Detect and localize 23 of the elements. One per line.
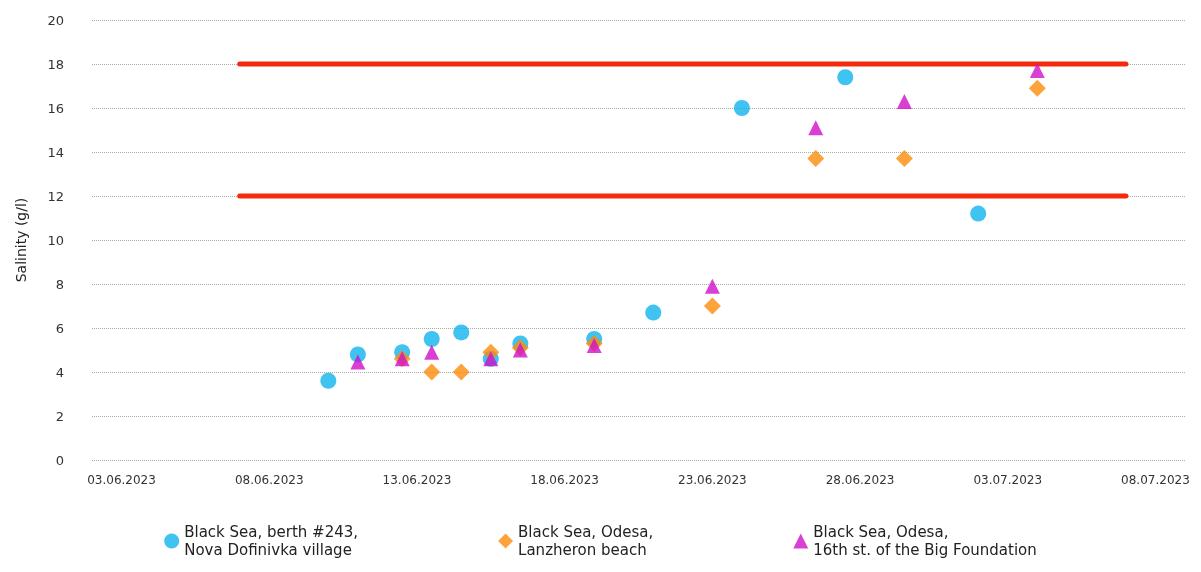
x-tick-label: 03.07.2023: [973, 473, 1043, 487]
x-tick-label: 08.06.2023: [234, 473, 304, 487]
y-tick-label: 4: [55, 364, 64, 380]
y-tick-label: 16: [47, 100, 64, 116]
legend-label: Black Sea, berth #243, Nova Dofinivka village: [184, 523, 359, 559]
x-tick-label: 03.06.2023: [87, 473, 156, 487]
x-tick-label: 08.07.2023: [1121, 473, 1190, 487]
x-tick-label: 18.06.2023: [530, 473, 600, 487]
y-tick-label: 12: [47, 188, 64, 204]
y-tick-label: 20: [47, 12, 64, 28]
x-tick-label: 13.06.2023: [382, 473, 452, 487]
y-tick-label: 18: [47, 56, 64, 72]
y-tick-label: 14: [47, 144, 64, 160]
y-tick-label: 0: [55, 452, 64, 468]
legend-label: Black Sea, Odesa, 16th st. of the Big Foundation: [813, 523, 1037, 559]
x-tick-label: 23.06.2023: [677, 473, 747, 487]
y-axis-title: Salinity (g/l): [13, 197, 29, 283]
legend-label: Black Sea, Odesa, Lanzheron beach: [518, 523, 654, 559]
x-tick-label: 28.06.2023: [825, 473, 895, 487]
y-tick-label: 2: [55, 408, 64, 424]
y-tick-label: 6: [55, 320, 64, 336]
y-tick-label: 10: [47, 232, 64, 248]
y-tick-label: 8: [55, 276, 64, 292]
